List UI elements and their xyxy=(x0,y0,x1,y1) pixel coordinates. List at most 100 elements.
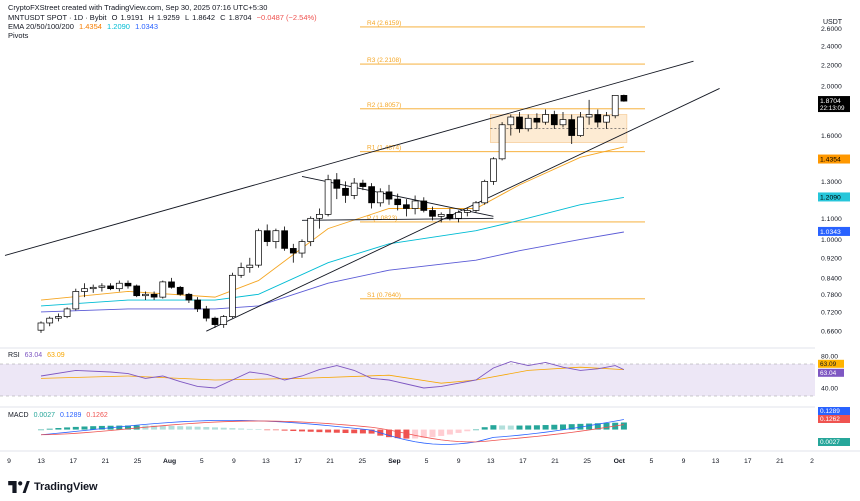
rsi-axis-label: 40.00 xyxy=(821,386,838,393)
ema50-value: 1.2090 xyxy=(107,22,130,31)
candle-body xyxy=(324,179,332,215)
macd-line-badge xyxy=(818,407,850,415)
pivot-label: R3 (2.2108) xyxy=(367,57,401,64)
candle-body xyxy=(63,308,71,317)
date-tick-label: 25 xyxy=(359,458,367,465)
rsi-band xyxy=(0,364,815,396)
candle-body xyxy=(220,316,228,325)
macd-hist-bar xyxy=(299,429,305,432)
macd-hist-bar xyxy=(542,425,549,430)
pivot-label: R4 (2.6159) xyxy=(367,20,401,27)
candle-body xyxy=(463,210,471,213)
ema100-price-badge-text: 1.0343 xyxy=(820,229,841,236)
pivot-label: R2 (1.8057) xyxy=(367,102,401,109)
macd-hist-bar xyxy=(159,425,166,430)
price-tick-label: 1.3000 xyxy=(821,179,842,186)
date-tick-label: 21 xyxy=(776,458,784,465)
wedge-upper-trendline xyxy=(4,60,694,256)
macd-hist-bar xyxy=(255,429,262,430)
candle-body xyxy=(237,267,245,276)
macd-hist-bar xyxy=(229,428,236,430)
ohlc-high: 1.9259 xyxy=(156,13,180,22)
tradingview-brand[interactable]: TradingView xyxy=(8,479,98,495)
chart-credit: CryptoFXStreet created with TradingView.… xyxy=(8,3,268,12)
macd-hist-bar xyxy=(481,427,488,430)
candle-body xyxy=(446,213,454,219)
macd-hist-bar xyxy=(90,426,97,430)
candle-body xyxy=(568,119,576,136)
macd-line xyxy=(40,419,624,445)
macd-hist-bar xyxy=(333,429,340,433)
candle-body xyxy=(333,179,341,189)
symbol-name[interactable]: MNTUSDT SPOT · 1D · Bybit xyxy=(8,13,107,22)
candle-body xyxy=(437,213,445,217)
candle-body xyxy=(507,116,515,126)
candle-body xyxy=(411,200,419,209)
macd-hist-bar xyxy=(568,424,575,430)
macd-hist-bar xyxy=(464,429,471,432)
rsi-legend[interactable]: RSI 63.04 63.09 xyxy=(8,352,68,359)
ema20-line xyxy=(40,146,625,301)
macd-hist-bar xyxy=(316,429,323,433)
macd-hist-bar xyxy=(185,426,192,430)
rsi-ma-badge-text: 63.09 xyxy=(820,361,837,368)
macd-hist-bar xyxy=(64,427,71,430)
ohlc-low-label: L xyxy=(184,13,190,22)
macd-hist-bar xyxy=(246,428,253,430)
macd-signal-badge xyxy=(818,415,850,423)
candle-body xyxy=(394,198,402,206)
macd-hist-bar xyxy=(38,429,44,431)
date-tick-label: 17 xyxy=(294,458,302,465)
candle-body xyxy=(420,200,428,211)
candle-body xyxy=(194,299,201,310)
macd-hist-bar xyxy=(72,426,79,430)
macd-hist-bar xyxy=(325,429,332,433)
macd-hist-bar xyxy=(446,429,453,435)
candle-body xyxy=(376,191,384,204)
candle-body xyxy=(263,230,271,242)
candle-body xyxy=(550,114,558,126)
rsi-line xyxy=(40,361,625,389)
candle-body xyxy=(559,119,567,126)
pivot-label: P (1.0823) xyxy=(367,215,397,222)
pivots-legend[interactable]: Pivots xyxy=(8,31,29,40)
candle-body xyxy=(516,116,523,130)
ema100-line xyxy=(40,231,624,313)
macd-signal-value: 0.1262 xyxy=(86,412,108,419)
rsi-value: 63.04 xyxy=(24,352,43,359)
current-price-badge-countdown: 22:13:09 xyxy=(820,105,845,112)
macd-hist-badge xyxy=(818,438,850,446)
price-tick-label: 0.7200 xyxy=(821,309,842,316)
date-tick-label: 5 xyxy=(650,458,654,465)
candle-body xyxy=(385,191,393,200)
macd-legend[interactable]: MACD 0.0027 0.1289 0.1262 xyxy=(8,412,111,419)
macd-hist-bar xyxy=(290,429,297,432)
ema20-price-badge-text: 1.4354 xyxy=(820,157,841,164)
ohlc-close: 1.8704 xyxy=(228,13,252,22)
date-tick-label: 17 xyxy=(69,458,77,465)
date-tick-label: 17 xyxy=(744,458,752,465)
macd-hist-bar xyxy=(455,429,462,433)
macd-hist-bar xyxy=(525,425,532,430)
macd-hist-badge-text: 0.0027 xyxy=(820,439,840,446)
date-tick-label: 25 xyxy=(583,458,591,465)
ema100-value: 1.0343 xyxy=(135,22,159,31)
ema-legend[interactable]: EMA 20/50/100/200 1.4354 1.2090 1.0343 xyxy=(8,22,161,31)
macd-hist-bar xyxy=(151,425,158,430)
macd-hist-bar xyxy=(238,428,245,430)
candle-body xyxy=(281,230,288,249)
ohlc-high-label: H xyxy=(148,13,154,22)
ohlc-open: 1.9191 xyxy=(120,13,144,22)
candle-body xyxy=(490,158,497,182)
macd-hist-bar xyxy=(533,425,540,430)
ohlc-low: 1.8642 xyxy=(192,13,216,22)
rsi-value-badge xyxy=(818,368,844,377)
candle-body xyxy=(229,274,236,317)
date-tick-label: 5 xyxy=(425,458,429,465)
macd-hist-bar xyxy=(620,422,627,430)
rsi-ma-badge xyxy=(818,359,844,368)
rsi-axis-label: 80.00 xyxy=(821,354,838,361)
signal-line xyxy=(40,420,624,443)
ema50-price-badge xyxy=(818,192,850,202)
